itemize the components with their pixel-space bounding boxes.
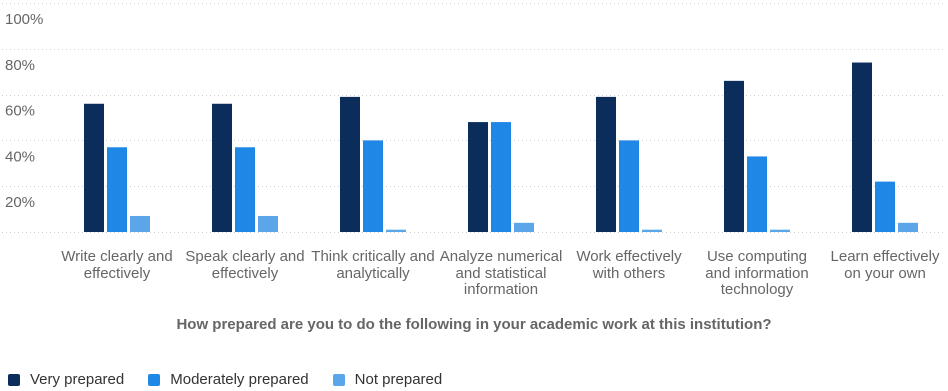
x-tick-label: Write clearly and effectively bbox=[61, 248, 173, 282]
bar-moderately-prepared-work-effectively-with-others bbox=[619, 140, 639, 232]
bar-not-prepared-analyze-numerical-and-statistical-information bbox=[514, 222, 534, 232]
bar-very-prepared-learn-effectively-on-your-own bbox=[852, 62, 872, 232]
bar-very-prepared-write-clearly-and-effectively bbox=[84, 103, 104, 232]
x-tick-label: Learn effectively on your own bbox=[830, 248, 940, 282]
bar-moderately-prepared-analyze-numerical-and-statistical-information bbox=[491, 122, 511, 232]
bar-very-prepared-use-computing-and-information-technology bbox=[724, 80, 744, 232]
bar-very-prepared-speak-clearly-and-effectively bbox=[212, 103, 232, 232]
bar-moderately-prepared-learn-effectively-on-your-own bbox=[875, 181, 895, 232]
bar-not-prepared-think-critically-and-analytically bbox=[386, 229, 406, 232]
bar-moderately-prepared-write-clearly-and-effectively bbox=[107, 147, 127, 232]
x-tick-label: Think critically and analytically bbox=[311, 248, 435, 282]
y-tick-label: 20% bbox=[5, 194, 35, 211]
bar-moderately-prepared-think-critically-and-analytically bbox=[363, 140, 383, 232]
bar-very-prepared-analyze-numerical-and-statistical-information bbox=[468, 122, 488, 232]
legend: Very prepared Moderately prepared Not pr… bbox=[8, 371, 442, 389]
y-tick-label: 40% bbox=[5, 148, 35, 165]
bar-moderately-prepared-speak-clearly-and-effectively bbox=[235, 147, 255, 232]
legend-label-moderately-prepared: Moderately prepared bbox=[170, 371, 309, 388]
bar-not-prepared-write-clearly-and-effectively bbox=[130, 215, 150, 232]
x-tick-label: Work effectively with others bbox=[576, 248, 682, 282]
legend-item-very-prepared[interactable]: Very prepared bbox=[8, 371, 124, 389]
bar-not-prepared-use-computing-and-information-technology bbox=[770, 229, 790, 232]
bar-moderately-prepared-use-computing-and-information-technology bbox=[747, 156, 767, 232]
legend-marker-moderately-prepared bbox=[148, 374, 161, 386]
legend-marker-very-prepared bbox=[8, 374, 20, 386]
x-tick-label: Use computing and information technology bbox=[705, 248, 809, 298]
bar-not-prepared-speak-clearly-and-effectively bbox=[258, 215, 278, 232]
bar-not-prepared-work-effectively-with-others bbox=[642, 229, 662, 232]
bar-very-prepared-work-effectively-with-others bbox=[596, 96, 616, 232]
y-tick-label: 80% bbox=[5, 57, 35, 74]
y-tick-label: 60% bbox=[5, 103, 35, 120]
bar-not-prepared-learn-effectively-on-your-own bbox=[898, 222, 918, 232]
x-tick-label: Analyze numerical and statistical inform… bbox=[439, 248, 563, 298]
y-tick-label: 100% bbox=[5, 11, 43, 28]
legend-label-not-prepared: Not prepared bbox=[354, 371, 443, 388]
legend-item-not-prepared[interactable]: Not prepared bbox=[332, 371, 443, 389]
legend-label-very-prepared: Very prepared bbox=[30, 371, 125, 388]
bar-very-prepared-think-critically-and-analytically bbox=[340, 96, 360, 232]
legend-item-moderately-prepared[interactable]: Moderately prepared bbox=[148, 371, 309, 389]
x-tick-label: Speak clearly and effectively bbox=[185, 248, 305, 282]
bar-chart: 100% 80% 60% 40% 20% bbox=[2, 3, 946, 233]
x-axis-title: How prepared are you to do the following… bbox=[176, 316, 772, 333]
legend-marker-not-prepared bbox=[332, 374, 345, 386]
